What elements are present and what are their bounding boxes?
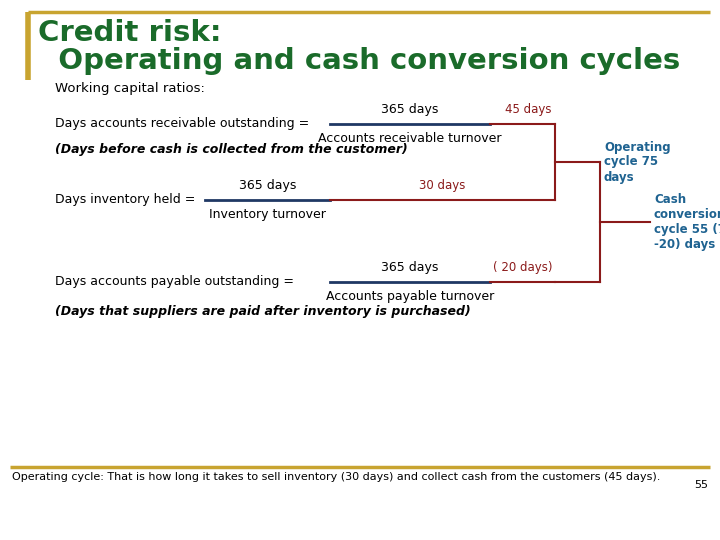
Text: 30 days: 30 days xyxy=(419,179,466,192)
Text: 45 days: 45 days xyxy=(505,103,552,116)
Text: Inventory turnover: Inventory turnover xyxy=(209,208,326,221)
Text: Operating cycle: That is how long it takes to sell inventory (30 days) and colle: Operating cycle: That is how long it tak… xyxy=(12,472,660,482)
Text: (Days that suppliers are paid after inventory is purchased): (Days that suppliers are paid after inve… xyxy=(55,306,471,319)
Text: 365 days: 365 days xyxy=(382,103,438,116)
Text: Accounts receivable turnover: Accounts receivable turnover xyxy=(318,132,502,145)
Text: ( 20 days): ( 20 days) xyxy=(492,261,552,274)
Text: Days accounts payable outstanding =: Days accounts payable outstanding = xyxy=(55,275,294,288)
Text: 365 days: 365 days xyxy=(382,261,438,274)
Text: Credit risk:: Credit risk: xyxy=(38,19,222,47)
Text: Days inventory held =: Days inventory held = xyxy=(55,193,195,206)
Text: Cash
conversion
cycle 55 (75
-20) days: Cash conversion cycle 55 (75 -20) days xyxy=(654,193,720,251)
Text: (Days before cash is collected from the customer): (Days before cash is collected from the … xyxy=(55,144,408,157)
Text: 55: 55 xyxy=(694,480,708,490)
Text: Operating and cash conversion cycles: Operating and cash conversion cycles xyxy=(38,47,680,75)
Text: Days accounts receivable outstanding =: Days accounts receivable outstanding = xyxy=(55,118,310,131)
Text: 365 days: 365 days xyxy=(239,179,296,192)
Text: Working capital ratios:: Working capital ratios: xyxy=(55,82,205,95)
Text: Accounts payable turnover: Accounts payable turnover xyxy=(326,290,494,303)
Text: Operating
cycle 75
days: Operating cycle 75 days xyxy=(604,140,670,184)
